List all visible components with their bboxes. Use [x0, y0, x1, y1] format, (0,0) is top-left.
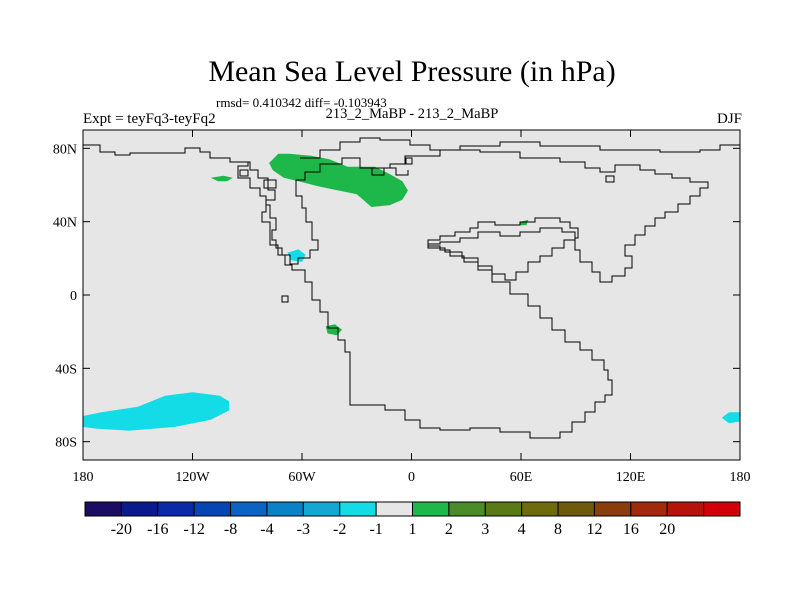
x-tick-label: 0: [408, 470, 415, 485]
y-tick-label: 0: [70, 289, 77, 304]
colorbar-swatch: [84, 501, 122, 517]
colorbar-label: -1: [369, 521, 382, 538]
colorbar-label: -4: [260, 521, 273, 538]
colorbar-swatch: [484, 501, 523, 517]
y-tick-label: 80S: [55, 436, 77, 451]
colorbar-label: 2: [445, 521, 453, 538]
colorbar-swatch: [666, 501, 705, 517]
experiment-label: Expt = teyFq3-teyFq2: [83, 111, 216, 127]
y-axis: 80N 40N 0 40S 80S: [53, 142, 740, 451]
colorbar-swatch: [230, 501, 268, 517]
season-label: DJF: [716, 111, 742, 127]
x-tick-label: 120W: [175, 470, 210, 485]
anomaly-region-2: [210, 175, 233, 182]
x-tick-label: 120E: [616, 470, 646, 485]
case-label: 213_2_MaBP - 213_2_MaBP: [325, 106, 499, 122]
colorbar-swatch: [521, 501, 559, 517]
plot-area: [83, 130, 740, 460]
x-tick-label: 180: [730, 470, 751, 485]
colorbar-label: 8: [554, 521, 562, 538]
anomaly-region-5: [83, 392, 229, 431]
anomaly-region-4: [519, 219, 529, 226]
y-tick-label: 40N: [53, 216, 77, 231]
colorbar-swatch: [193, 501, 232, 517]
colorbar-label: -20: [111, 521, 132, 538]
x-tick-label: 180: [73, 470, 94, 485]
x-tick-label: 60W: [288, 470, 316, 485]
x-axis: 180 120W 60W 0 60E 120E 180: [73, 130, 751, 485]
colorbar-swatch: [120, 501, 159, 517]
anomaly-region-7: [721, 412, 740, 424]
colorbar-label: 16: [623, 521, 639, 538]
colorbar-label: 4: [518, 521, 526, 538]
colorbar-label: -8: [224, 521, 237, 538]
colorbar-label: -3: [297, 521, 310, 538]
colorbar-label: 12: [586, 521, 602, 538]
colorbar-swatch: [448, 501, 486, 517]
colorbar-swatch: [375, 501, 414, 517]
chart-title: Mean Sea Level Pressure (in hPa): [208, 55, 616, 88]
colorbar-label: 3: [481, 521, 489, 538]
y-tick-label: 40S: [55, 362, 77, 377]
colorbar-swatch: [630, 501, 668, 517]
colorbar-label: -2: [333, 521, 346, 538]
coastlines: [83, 137, 740, 439]
colorbar-swatch: [266, 501, 304, 517]
colorbar-swatch: [302, 501, 341, 517]
anomaly-region-1: [269, 153, 408, 207]
colorbar: -20 -16 -12 -8 -4 -3 -2 -1 1 2 3 4 8 12 16 20: [84, 501, 741, 538]
colorbar-swatch: [593, 501, 632, 517]
colorbar-label: 20: [659, 521, 675, 538]
y-tick-label: 80N: [53, 142, 77, 157]
colorbar-label: -16: [147, 521, 168, 538]
colorbar-swatch: [339, 501, 377, 517]
stats-line: rmsd= 0.410342 diff= -0.103943: [216, 95, 387, 110]
colorbar-swatch: [412, 501, 450, 517]
colorbar-label: -12: [184, 521, 205, 538]
colorbar-label: 1: [409, 521, 417, 538]
colorbar-swatch: [157, 501, 195, 517]
colorbar-swatch: [557, 501, 595, 517]
x-tick-label: 60E: [510, 470, 533, 485]
colorbar-swatch: [703, 501, 741, 517]
anomaly-region-6: [287, 249, 306, 262]
